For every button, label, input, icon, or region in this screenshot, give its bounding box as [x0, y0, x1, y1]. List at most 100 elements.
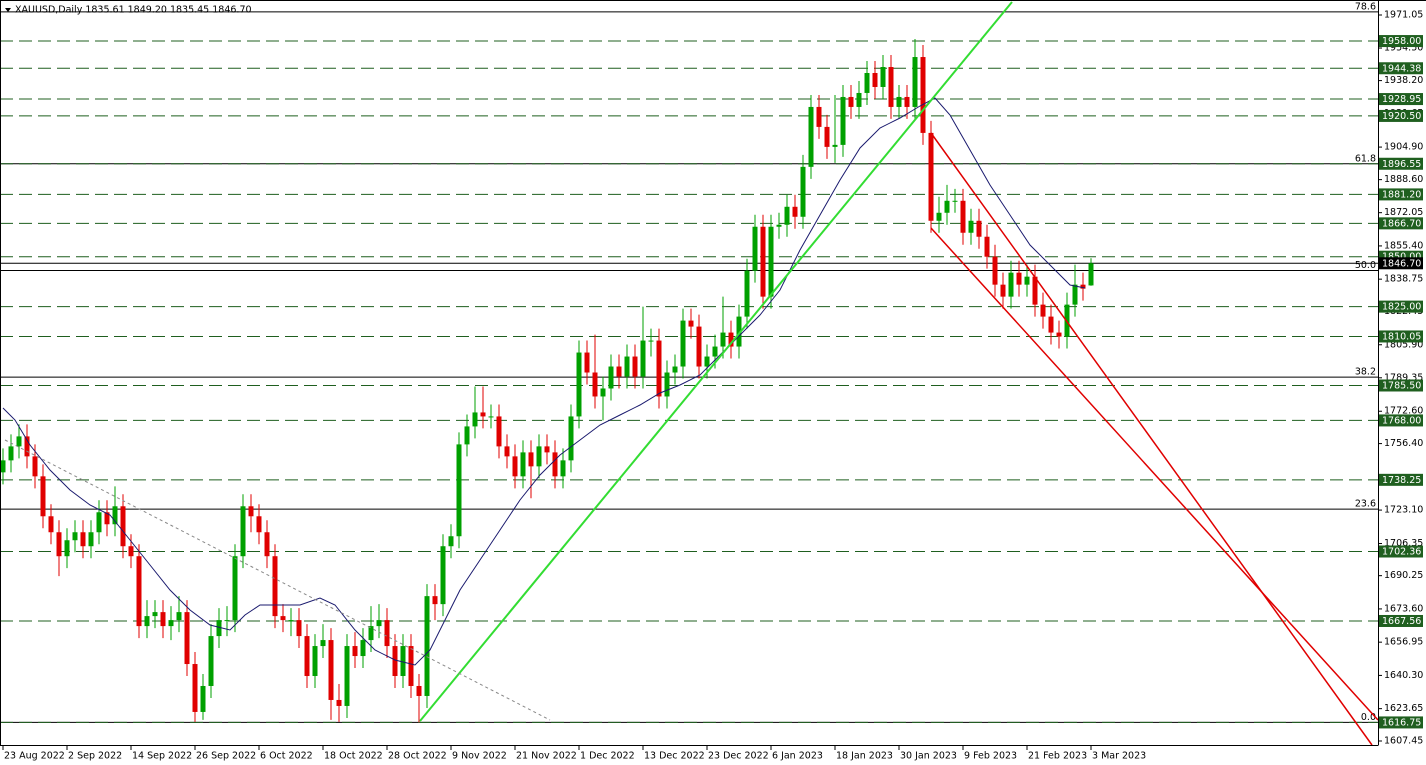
candle-body [744, 270, 750, 317]
level-label: 1616.75 [1382, 717, 1421, 728]
candle-body [8, 446, 14, 461]
level-label: 1896.55 [1382, 159, 1421, 170]
candle-body [936, 212, 942, 221]
candle-body [640, 340, 646, 377]
y-tick-label: 1938.20 [1384, 75, 1423, 86]
candle-body [72, 532, 78, 541]
candle-body [800, 166, 806, 217]
candle-body [520, 452, 526, 477]
x-tick-label: 9 Nov 2022 [452, 751, 507, 762]
candle-body [16, 436, 22, 447]
candle-body [248, 506, 254, 517]
candle-body [488, 416, 494, 418]
candle-body [992, 256, 998, 285]
candle-body [440, 546, 446, 605]
candle-body [176, 612, 182, 621]
level-box [1379, 330, 1423, 343]
fib-label: 23.6 [1355, 499, 1376, 510]
x-tick-label: 26 Sep 2022 [196, 751, 256, 762]
candle-body [1024, 276, 1030, 285]
candle-body [568, 416, 574, 461]
candle-body [360, 640, 366, 657]
candle-body [152, 612, 158, 617]
candle-body [1072, 284, 1078, 305]
candle-body [968, 220, 974, 233]
candle-body [320, 640, 326, 647]
y-tick-label: 1690.25 [1384, 570, 1423, 581]
candle-body [480, 412, 486, 417]
collapse-arrow[interactable] [5, 8, 11, 12]
candle-body [104, 512, 110, 525]
trend-line-channel-lower [930, 227, 1379, 721]
candle-body [912, 57, 918, 107]
level-box [1379, 157, 1423, 170]
candle-body [552, 452, 558, 477]
x-tick-label: 21 Feb 2023 [1028, 751, 1087, 762]
candle-body [464, 426, 470, 445]
level-label: 1825.00 [1382, 302, 1421, 313]
x-tick-label: 23 Dec 2022 [708, 751, 769, 762]
candle-body [344, 646, 350, 706]
candle-body [408, 646, 414, 686]
candle-body [64, 540, 70, 557]
candle-body [296, 620, 302, 637]
level-box [1379, 716, 1423, 729]
candle-body [288, 620, 294, 622]
candle-body [112, 506, 118, 525]
candle-body [784, 206, 790, 225]
candle-body [160, 612, 166, 627]
candle-body [768, 226, 774, 297]
candle-body [704, 356, 710, 367]
candle-body [632, 356, 638, 377]
current-price-box [1379, 257, 1423, 270]
x-tick-label: 6 Jan 2023 [772, 751, 823, 762]
y-tick-label: 1872.05 [1384, 207, 1423, 218]
candles [0, 39, 1094, 723]
candle-body [136, 556, 142, 627]
y-tick-label: 1904.90 [1384, 142, 1423, 153]
trend-line-support [419, 1, 1013, 722]
candle-body [976, 220, 982, 237]
candle-body [1056, 332, 1062, 337]
candle-body [672, 366, 678, 373]
candle-body [560, 460, 566, 477]
x-tick-label: 6 Oct 2022 [260, 751, 313, 762]
candle-body [664, 372, 670, 397]
candle-body [1088, 263, 1094, 286]
candle-body [952, 200, 958, 202]
candle-body [984, 236, 990, 257]
candle-body [392, 646, 398, 677]
level-label: 1667.56 [1382, 616, 1421, 627]
candle-body [960, 200, 966, 233]
candle-body [736, 316, 742, 347]
candle-body [472, 412, 478, 427]
candle-body [48, 516, 54, 533]
candle-body [944, 200, 950, 213]
candle-body [384, 620, 390, 647]
y-tick-label: 1706.35 [1384, 538, 1423, 549]
level-label: 1768.00 [1382, 415, 1421, 426]
level-label: 1944.38 [1382, 63, 1421, 74]
candle-body [496, 416, 502, 447]
level-box [1379, 188, 1423, 201]
candle-body [792, 206, 798, 217]
level-label: 1810.05 [1382, 331, 1421, 342]
x-tick-label: 30 Jan 2023 [900, 751, 957, 762]
candle-body [1048, 316, 1054, 333]
candle-body [808, 106, 814, 167]
candle-body [1016, 272, 1022, 285]
x-tick-label: 9 Feb 2023 [964, 751, 1017, 762]
fib-label: 38.2 [1355, 367, 1376, 378]
candle-body [32, 456, 38, 477]
candle-body [336, 699, 342, 706]
level-box [1379, 614, 1423, 627]
candle-body [24, 436, 30, 457]
moving-average [2, 97, 1086, 666]
candle-body [448, 536, 454, 547]
candle-body [720, 332, 726, 347]
trend-line-dotted [4, 439, 551, 721]
candle-body [824, 126, 830, 147]
level-box [1379, 35, 1423, 48]
